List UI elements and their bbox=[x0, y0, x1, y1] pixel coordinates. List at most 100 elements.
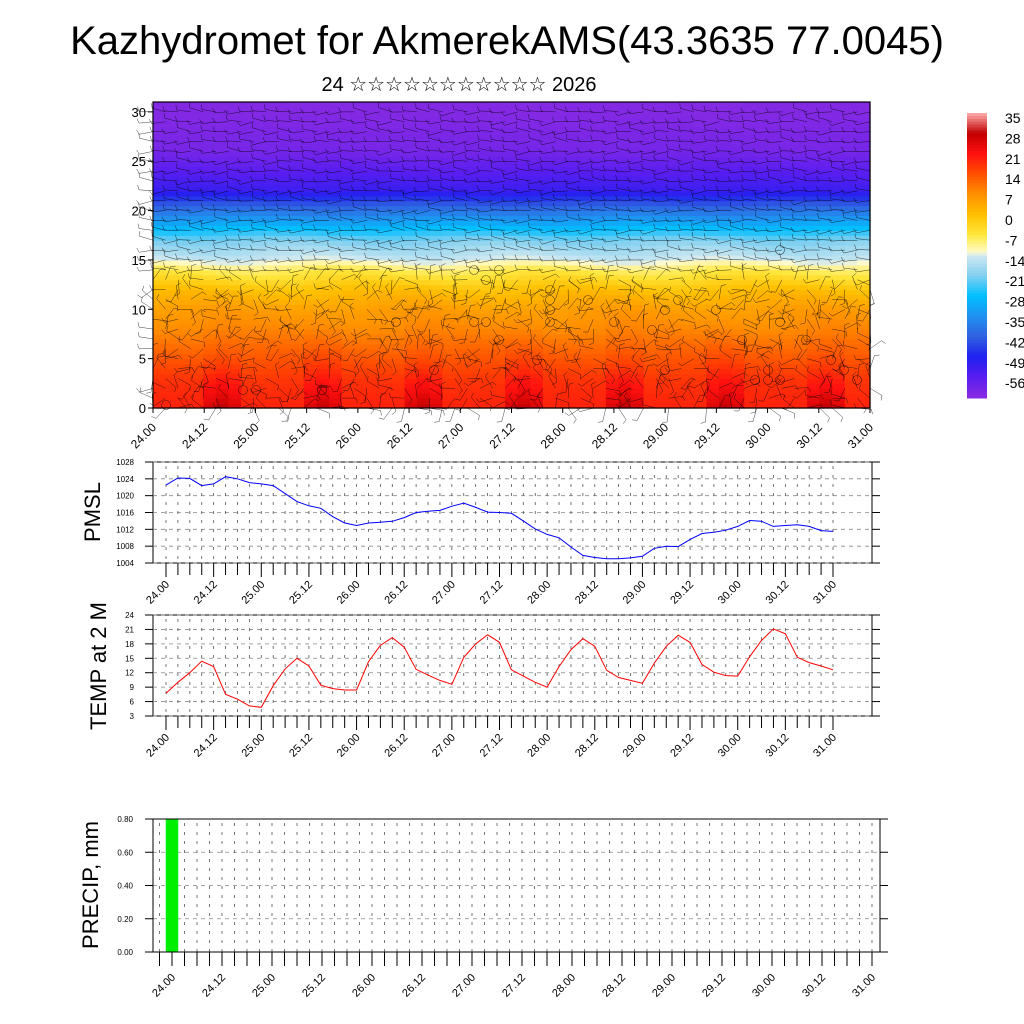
temperature-cell bbox=[303, 250, 318, 256]
temperature-cell bbox=[291, 353, 305, 360]
wind-barb bbox=[277, 120, 292, 122]
wind-barb-flag bbox=[149, 118, 152, 124]
temperature-cell bbox=[404, 225, 418, 231]
temperature-cell bbox=[693, 363, 708, 370]
temperature-cell bbox=[731, 151, 745, 157]
temperature-cell bbox=[291, 403, 305, 409]
temperature-cell bbox=[291, 255, 305, 261]
temperature-cell bbox=[404, 146, 418, 152]
wind-barb bbox=[365, 388, 368, 403]
temperature-cell bbox=[165, 136, 179, 143]
temperature-cell bbox=[253, 363, 267, 370]
temperature-cell bbox=[807, 190, 821, 197]
wind-barb-flag bbox=[217, 310, 219, 316]
temperature-cell bbox=[178, 116, 192, 123]
temperature-cell bbox=[706, 111, 720, 118]
temperature-cell bbox=[542, 353, 557, 360]
temperature-cell bbox=[781, 363, 796, 370]
temperature-cell bbox=[354, 255, 368, 261]
wind-barb bbox=[379, 358, 386, 372]
temperature-cell bbox=[429, 215, 443, 222]
wind-barb-flag bbox=[217, 410, 222, 415]
temperature-cell bbox=[341, 304, 355, 310]
temperature-cell bbox=[492, 210, 506, 217]
temperature-cell bbox=[392, 264, 406, 271]
temperature-cell bbox=[417, 195, 431, 202]
temperature-cell bbox=[454, 176, 469, 182]
wind-barb bbox=[415, 190, 430, 192]
temperature-cell bbox=[278, 264, 292, 271]
wind-barb-flag bbox=[204, 381, 209, 386]
wind-barb-flag bbox=[137, 154, 140, 160]
temperature-cell bbox=[480, 111, 494, 118]
temperature-cell bbox=[329, 250, 343, 256]
temperature-cell bbox=[580, 333, 594, 340]
temperature-cell bbox=[693, 151, 708, 157]
temperature-cell bbox=[153, 200, 167, 207]
temperature-cell bbox=[719, 348, 733, 355]
temperature-cell bbox=[568, 106, 582, 113]
temperature-cell bbox=[303, 358, 318, 365]
temperature-cell bbox=[366, 353, 381, 360]
temperature-cell bbox=[341, 368, 355, 375]
temperature-cell bbox=[681, 324, 695, 330]
temperature-cell bbox=[266, 171, 280, 177]
temperature-cell bbox=[153, 378, 167, 384]
temperature-cell bbox=[178, 195, 192, 202]
wind-barb-flag bbox=[377, 380, 379, 386]
temperature-cell bbox=[807, 259, 821, 266]
temperature-cell bbox=[731, 353, 745, 360]
temperature-cell bbox=[429, 294, 443, 301]
wind-barb-flag bbox=[350, 235, 354, 240]
temperature-cell bbox=[178, 284, 192, 291]
wind-barb-flag bbox=[161, 247, 165, 253]
temperature-cell bbox=[492, 180, 506, 187]
temperature-cell bbox=[291, 378, 305, 384]
temperature-cell bbox=[354, 166, 368, 172]
temperature-cell bbox=[681, 126, 695, 133]
wind-barb bbox=[227, 199, 242, 201]
temperature-cell bbox=[278, 190, 292, 197]
wind-barb-flag bbox=[187, 137, 190, 142]
temperature-cell bbox=[555, 116, 569, 123]
temperature-cell bbox=[341, 225, 355, 231]
temperature-cell bbox=[215, 121, 230, 128]
temperature-cell bbox=[819, 274, 833, 281]
temperature-cell bbox=[719, 398, 733, 404]
temperature-cell bbox=[228, 255, 242, 261]
temperature-cell bbox=[178, 294, 192, 301]
temperature-cell bbox=[706, 264, 720, 271]
temperature-cell bbox=[467, 329, 481, 335]
wind-barb-flag bbox=[402, 262, 404, 268]
temperature-cell bbox=[253, 102, 267, 108]
temperature-cell bbox=[303, 176, 318, 182]
temperature-cell bbox=[241, 279, 255, 286]
temperature-cell bbox=[706, 121, 720, 128]
temperature-cell bbox=[178, 210, 192, 217]
temperature-cell bbox=[241, 230, 255, 236]
temperature-cell bbox=[568, 220, 582, 226]
wind-barb bbox=[315, 258, 330, 261]
temperature-cell bbox=[542, 240, 557, 246]
wind-barb bbox=[365, 127, 380, 132]
temperature-cell bbox=[819, 116, 833, 123]
wind-barb-flag bbox=[250, 144, 253, 150]
temperature-cell bbox=[530, 398, 544, 404]
temperature-cell bbox=[442, 338, 456, 345]
temperature-cell bbox=[681, 279, 695, 286]
wind-barb-flag bbox=[149, 135, 152, 141]
temperature-cell bbox=[618, 255, 632, 261]
temperature-cell bbox=[693, 393, 708, 399]
wind-barb-flag bbox=[350, 129, 354, 135]
temperature-cell bbox=[781, 314, 796, 320]
temperature-cell bbox=[291, 284, 305, 291]
temperature-cell bbox=[605, 121, 620, 128]
temperature-cell bbox=[203, 210, 217, 217]
temperature-cell bbox=[203, 388, 217, 394]
temperature-cell bbox=[668, 220, 682, 226]
temperature-cell bbox=[844, 200, 859, 207]
temperature-cell bbox=[366, 289, 381, 296]
wind-barb bbox=[390, 118, 405, 122]
temperature-cell bbox=[568, 343, 582, 350]
temperature-cell bbox=[379, 319, 393, 325]
